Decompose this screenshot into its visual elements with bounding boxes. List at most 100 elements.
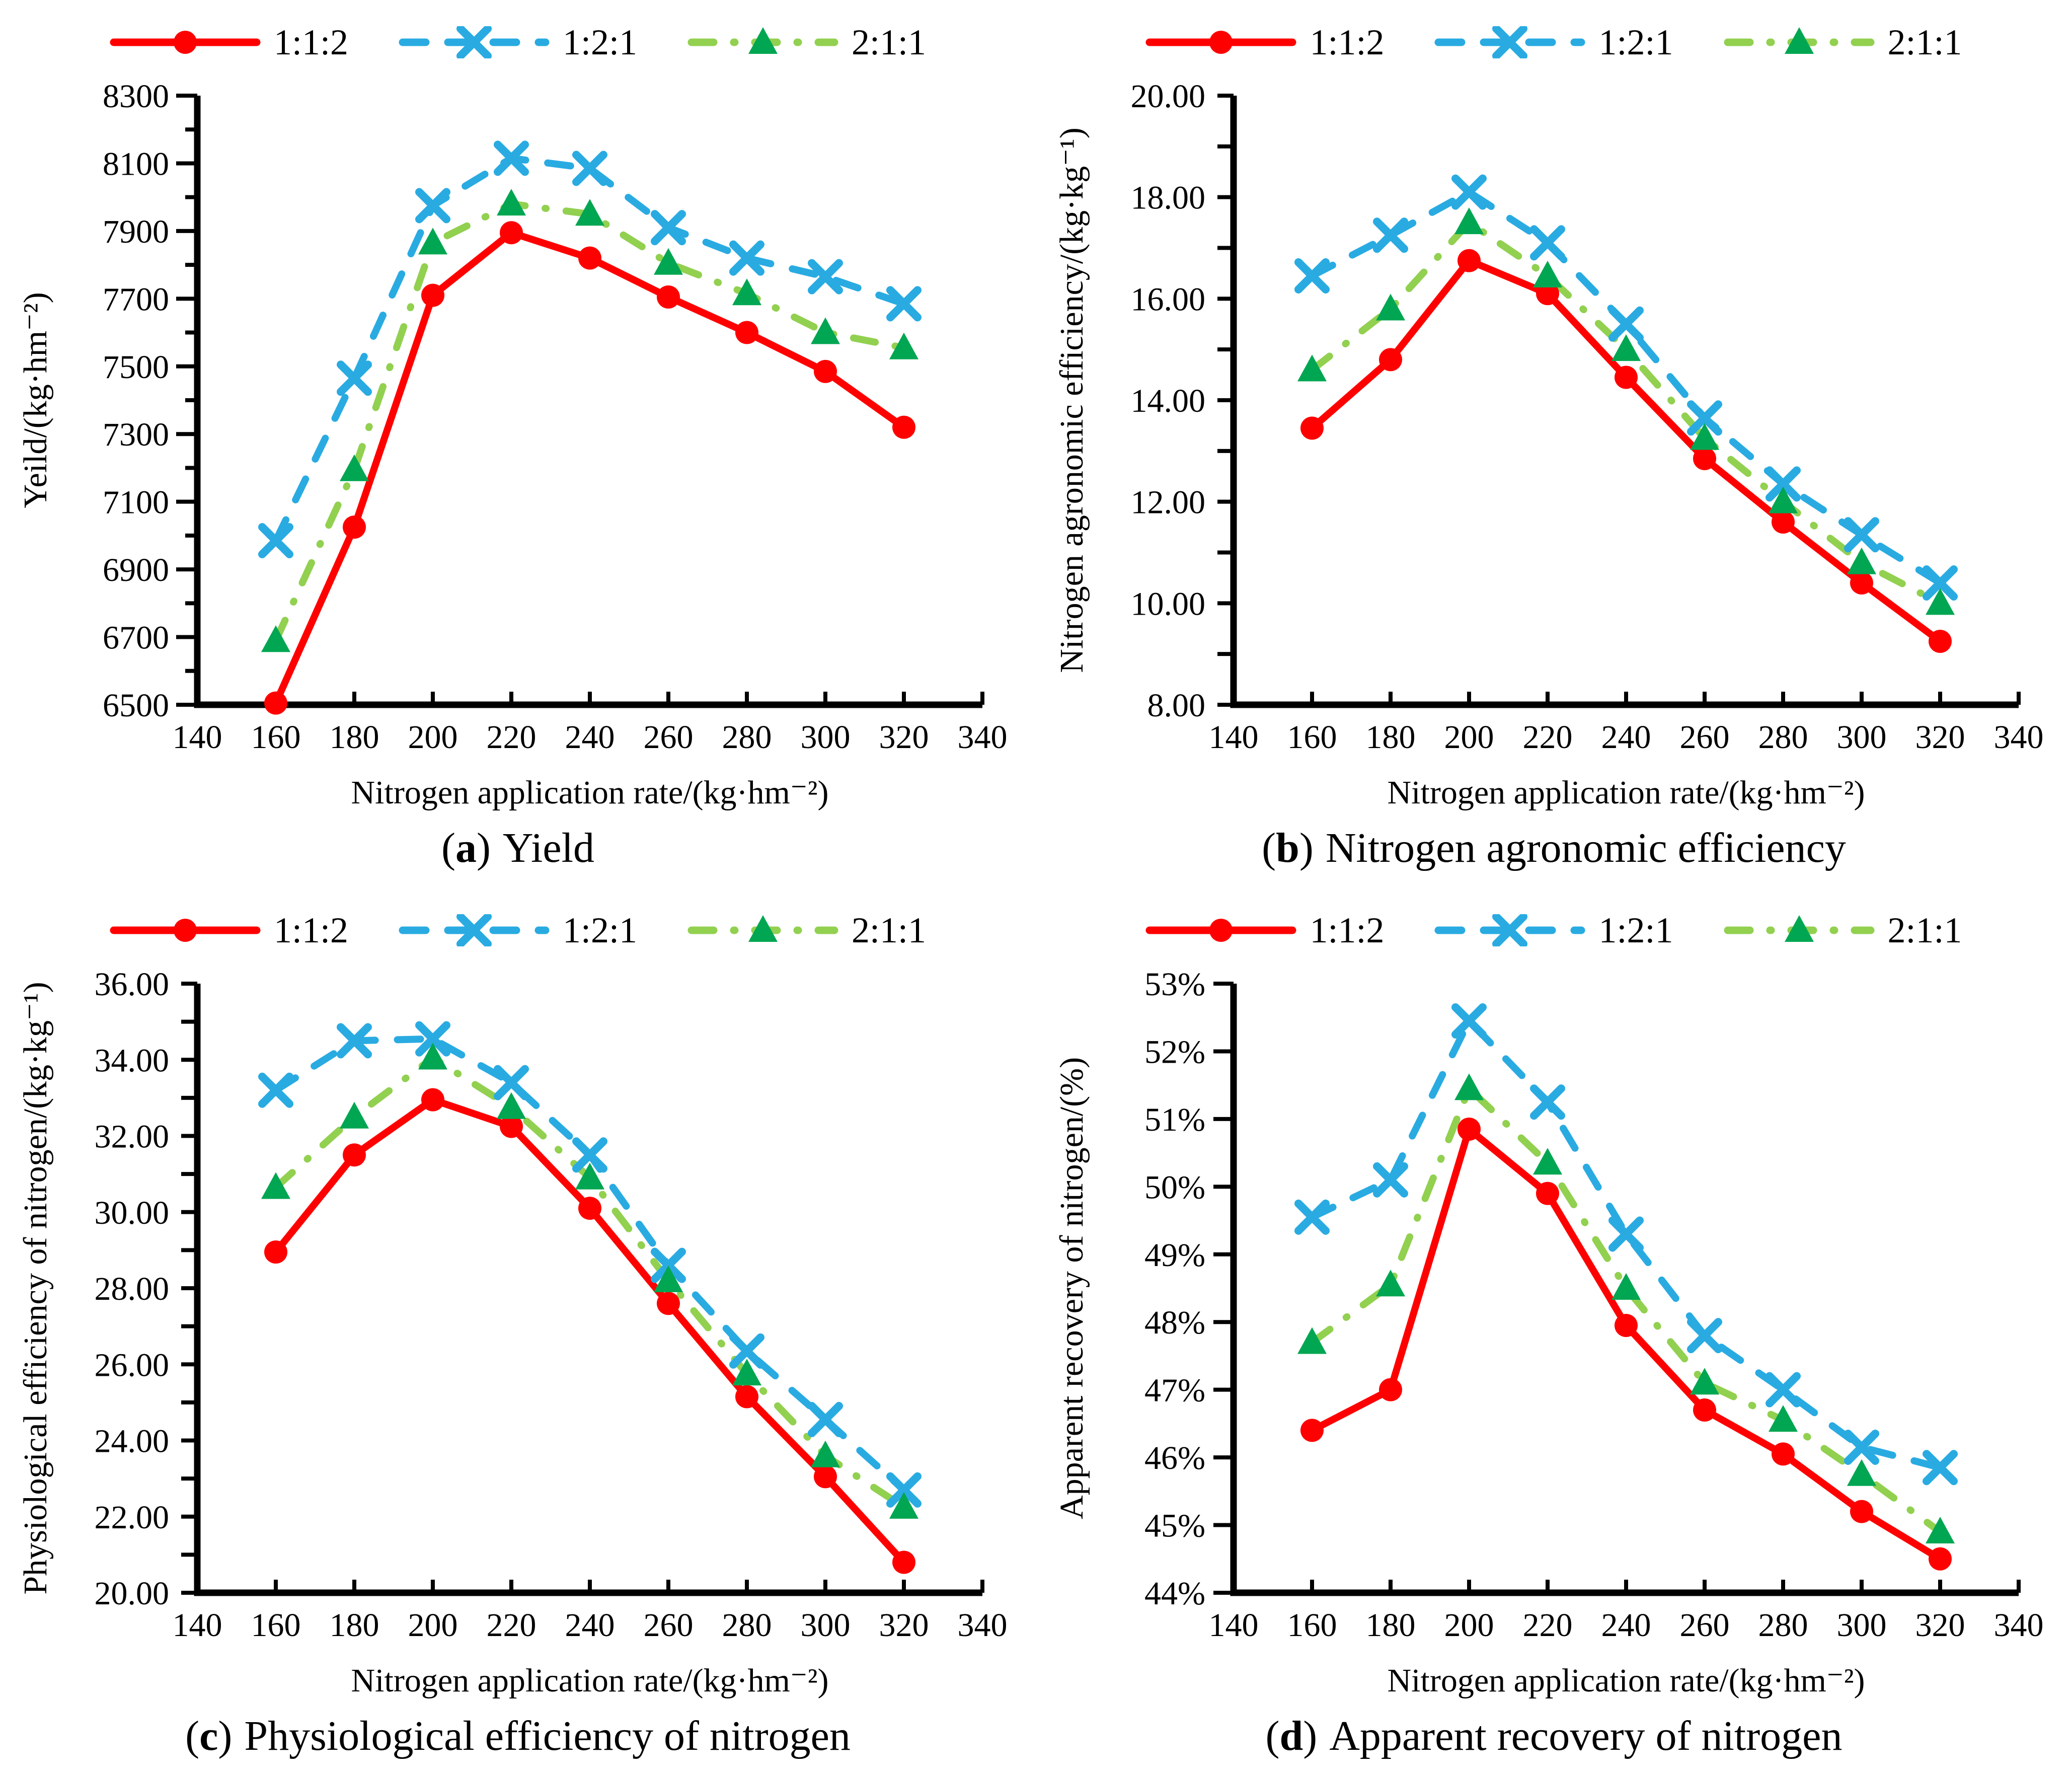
legend-label: 1:2:1: [1598, 22, 1673, 62]
x-tick-label: 240: [1601, 1607, 1651, 1644]
legend-label: 2:1:1: [1887, 22, 1962, 62]
legend: 1:1:2 1:2:1 2:1:1: [1145, 888, 1962, 964]
x-tick-label: 320: [1915, 719, 1965, 756]
x-tick-label: 240: [565, 1607, 615, 1644]
x-tick-label: 220: [487, 1607, 536, 1644]
triangle-marker-icon: [889, 1492, 918, 1519]
y-tick-label: 51%: [1144, 1101, 1205, 1138]
x-marker-icon: [1294, 258, 1330, 293]
legend-item: 2:1:1: [687, 22, 926, 63]
x-axis-label: Nitrogen application rate/(kg·hm⁻²): [1387, 1662, 1865, 1699]
circle-marker-icon: [343, 515, 366, 539]
x-tick-label: 320: [1915, 1607, 1965, 1644]
triangle-marker-icon: [418, 228, 447, 255]
triangle-marker-icon: [1768, 1405, 1798, 1432]
legend-label: 1:1:2: [273, 910, 348, 950]
series-line-2: [272, 1054, 907, 1511]
caption-text: Physiological efficiency of nitrogen: [244, 1713, 851, 1759]
circle-marker-icon: [735, 1385, 758, 1409]
y-tick-label: 36.00: [95, 966, 170, 1003]
legend-swatch-icon: [110, 919, 261, 942]
caption-letter: a: [441, 825, 491, 871]
panel-c-physiological-efficiency: 1:1:2 1:2:1 2:1:1 20.00 22.00 24.00 26.00 28.0…: [0, 888, 1036, 1776]
triangle-marker-icon: [340, 1101, 369, 1129]
legend-item: 1:2:1: [1434, 22, 1673, 63]
legend-swatch-icon: [1145, 919, 1296, 942]
legend-swatch-icon: [399, 26, 550, 58]
x-marker-icon: [258, 523, 293, 558]
triangle-marker-icon: [654, 248, 683, 275]
triangle-marker-icon: [1768, 486, 1798, 513]
circle-marker-icon: [1536, 1181, 1559, 1205]
x-tick-label: 340: [1993, 719, 2043, 756]
caption: bNitrogen agronomic efficiency: [1262, 824, 1846, 872]
circle-marker-icon: [1928, 1547, 1952, 1571]
circle-marker-icon: [1209, 919, 1233, 942]
x-marker-icon: [1608, 1216, 1644, 1252]
legend-item: 1:2:1: [399, 910, 637, 951]
legend-swatch-icon: [687, 27, 838, 54]
legend-label: 2:1:1: [1887, 910, 1962, 950]
triangle-marker-icon: [654, 1265, 683, 1292]
x-marker-icon: [1294, 1199, 1330, 1235]
circle-marker-icon: [421, 1088, 444, 1112]
legend-item: 2:1:1: [687, 910, 926, 951]
y-tick-label: 20.00: [95, 1575, 170, 1612]
x-tick-label: 300: [801, 1607, 851, 1644]
y-tick-label: 10.00: [1130, 585, 1205, 622]
x-marker-icon: [1922, 1450, 1958, 1486]
x-tick-label: 300: [801, 719, 851, 756]
x-tick-label: 280: [1758, 1607, 1808, 1644]
circle-marker-icon: [1378, 348, 1402, 372]
chart-c: 20.00 22.00 24.00 26.00 28.00 30.00 32.00 34.00…: [17, 966, 1008, 1699]
triangle-marker-icon: [732, 1359, 761, 1386]
y-tick-label: 47%: [1144, 1372, 1205, 1409]
triangle-marker-icon: [340, 454, 369, 481]
x-tick-label: 160: [1287, 719, 1337, 756]
triangle-marker-icon: [1611, 1273, 1641, 1300]
x-tick-label: 340: [958, 719, 1008, 756]
series-line-0: [1308, 257, 1944, 645]
x-tick-label: 220: [1522, 719, 1572, 756]
x-marker-icon: [494, 140, 529, 176]
triangle-marker-icon: [418, 1043, 447, 1070]
legend-swatch-icon: [1145, 31, 1296, 54]
legend-label: 1:1:2: [1310, 910, 1385, 950]
y-tick-label: 32.00: [95, 1119, 170, 1155]
caption: c Physiological efficiency of nitrogen: [185, 1712, 851, 1760]
x-marker-icon: [337, 360, 372, 396]
x-axis-label: Nitrogen application rate/(kg·hm⁻²): [351, 774, 829, 811]
x-tick-label: 180: [330, 719, 379, 756]
legend: 1:1:2 1:2:1 2:1:1: [1145, 0, 1962, 76]
x-tick-label: 220: [1522, 1607, 1572, 1644]
y-tick-label: 7900: [103, 213, 169, 250]
y-axis-label: Yeild/(kg·hm⁻²): [17, 292, 54, 508]
x-marker-icon: [1686, 1318, 1722, 1354]
x-marker-icon: [1765, 466, 1801, 502]
x-tick-label: 340: [1993, 1607, 2043, 1644]
circle-marker-icon: [173, 31, 197, 54]
caption-text: Nitrogen agronomic efficiency: [1325, 825, 1846, 871]
legend-item: 1:2:1: [1434, 910, 1673, 951]
x-tick-label: 260: [644, 1607, 694, 1644]
circle-marker-icon: [264, 1240, 287, 1264]
triangle-marker-icon: [497, 1092, 526, 1119]
x-tick-label: 180: [1365, 1607, 1415, 1644]
x-tick-label: 140: [1208, 1607, 1258, 1644]
x-tick-label: 180: [330, 1607, 379, 1644]
legend-item: 1:1:2: [1145, 910, 1384, 951]
x-marker-icon: [456, 914, 492, 946]
legend: 1:1:2 1:2:1 2:1:1: [110, 888, 926, 964]
series-line-1: [1308, 1017, 1944, 1471]
triangle-marker-icon: [1847, 547, 1876, 574]
caption-letter: d: [1266, 1713, 1318, 1759]
x-tick-label: 320: [879, 1607, 929, 1644]
triangle-marker-icon: [1297, 1327, 1327, 1354]
x-marker-icon: [572, 1137, 607, 1173]
legend-swatch-icon: [1724, 915, 1874, 942]
y-tick-label: 7500: [103, 349, 169, 386]
x-marker-icon: [1529, 1084, 1565, 1120]
x-marker-icon: [808, 259, 843, 294]
circle-marker-icon: [1457, 1118, 1481, 1141]
legend-label: 1:2:1: [562, 22, 637, 62]
